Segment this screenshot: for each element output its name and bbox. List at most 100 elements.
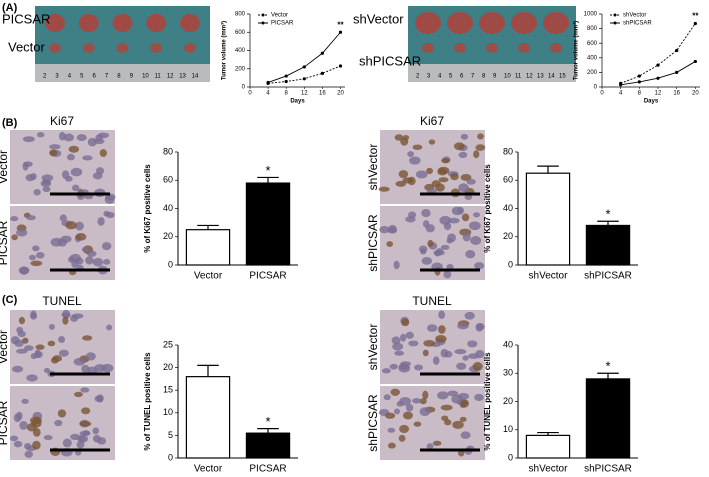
tumor xyxy=(150,43,163,53)
bar xyxy=(585,224,631,266)
nucleus xyxy=(458,183,469,193)
ruler-number: 14 xyxy=(192,74,199,80)
nucleus xyxy=(101,363,114,373)
nucleus xyxy=(74,391,83,398)
point xyxy=(693,21,697,26)
y-tick-label: 30 xyxy=(503,368,513,378)
nucleus xyxy=(464,311,475,320)
nucleus xyxy=(379,225,390,234)
nucleus xyxy=(68,145,80,153)
x-tick-label: 4 xyxy=(619,91,623,97)
nucleus xyxy=(386,241,394,247)
nucleus xyxy=(16,348,28,354)
nucleus xyxy=(77,434,89,443)
nucleus xyxy=(468,221,481,231)
nucleus xyxy=(460,399,469,408)
nucleus xyxy=(419,407,431,416)
x-tick-label: 16 xyxy=(673,91,680,97)
nucleus xyxy=(448,217,460,224)
nucleus xyxy=(19,266,29,275)
nucleus xyxy=(440,244,450,250)
nucleus xyxy=(422,220,430,228)
y-tick-label: 20 xyxy=(503,396,513,406)
ruler-number: 13 xyxy=(537,74,544,80)
x-tick-label: 0 xyxy=(248,91,252,97)
nucleus xyxy=(65,175,73,182)
tumor xyxy=(82,43,95,53)
nucleus xyxy=(399,424,410,434)
tumor xyxy=(180,14,200,32)
bar xyxy=(245,182,291,266)
nucleus xyxy=(413,364,424,371)
nucleus xyxy=(393,408,401,415)
nucleus xyxy=(32,245,40,252)
x-tick-label: 8 xyxy=(638,91,642,97)
point xyxy=(675,70,679,74)
nucleus xyxy=(466,178,476,185)
nucleus xyxy=(461,213,470,222)
legend-marker xyxy=(261,13,265,17)
ruler-number: 3 xyxy=(55,74,59,80)
point xyxy=(284,74,288,78)
nucleus xyxy=(418,245,428,253)
nucleus xyxy=(450,173,459,181)
x-tick-label: PICSAR xyxy=(249,271,286,282)
line-series xyxy=(268,65,341,84)
photo-label: shVector xyxy=(353,11,404,26)
ruler-number: 5 xyxy=(80,74,84,80)
nucleus xyxy=(43,367,51,374)
y-tick-label: 200 xyxy=(587,70,598,76)
nucleus xyxy=(387,427,396,433)
nucleus xyxy=(42,186,51,193)
nucleus xyxy=(81,407,91,415)
nucleus xyxy=(398,170,409,179)
ruler-number: 2 xyxy=(416,74,420,80)
tumor xyxy=(78,14,99,32)
ruler-number: 15 xyxy=(559,74,566,80)
x-tick-label: 4 xyxy=(266,91,270,97)
nucleus xyxy=(454,348,467,355)
nucleus xyxy=(438,310,446,319)
annotation: * xyxy=(605,207,610,222)
y-tick-label: 0 xyxy=(508,452,513,462)
nucleus xyxy=(473,150,480,159)
ruler-number: 13 xyxy=(179,74,186,80)
panel-label: (C) xyxy=(2,294,18,306)
point xyxy=(266,80,270,85)
y-tick-label: 600 xyxy=(235,30,246,36)
nucleus xyxy=(388,224,397,234)
nucleus xyxy=(22,161,29,171)
ruler-number: 14 xyxy=(548,74,555,80)
bar xyxy=(185,229,231,266)
nucleus xyxy=(13,440,23,448)
nucleus xyxy=(453,142,465,151)
y-tick-label: 0 xyxy=(594,85,598,91)
y-tick-label: 20 xyxy=(503,231,513,241)
y-tick-label: 5 xyxy=(168,430,173,440)
tumor xyxy=(479,12,505,34)
legend-label: PICSAR xyxy=(271,21,294,27)
nucleus xyxy=(61,312,71,318)
tumor xyxy=(146,14,167,32)
nucleus xyxy=(460,174,472,181)
nucleus xyxy=(71,259,79,268)
nucleus xyxy=(75,233,87,241)
x-tick-label: shVector xyxy=(529,464,569,475)
nucleus xyxy=(16,411,23,421)
nucleus xyxy=(59,214,67,222)
bar xyxy=(525,434,571,459)
nucleus xyxy=(9,435,19,442)
tumor xyxy=(543,12,569,34)
nucleus xyxy=(408,340,419,347)
y-tick-label: 800 xyxy=(235,12,246,18)
nucleus xyxy=(470,236,482,245)
nucleus xyxy=(467,353,479,359)
nucleus xyxy=(54,419,63,427)
y-tick-label: 1000 xyxy=(584,12,598,18)
ruler-number: 6 xyxy=(460,74,464,80)
nucleus xyxy=(452,420,464,429)
annotation: * xyxy=(265,163,270,178)
nucleus xyxy=(34,350,43,359)
error-bar xyxy=(197,364,219,377)
nucleus xyxy=(26,374,38,382)
